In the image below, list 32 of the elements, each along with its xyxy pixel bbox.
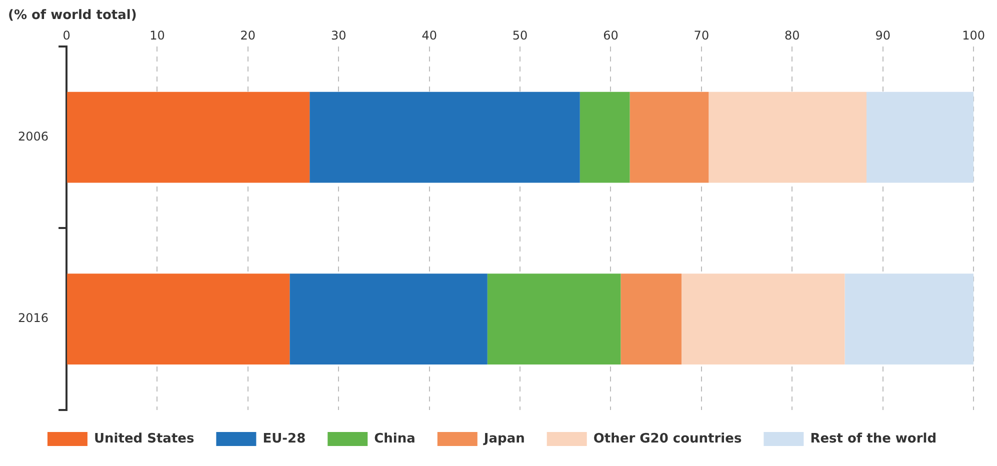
x-tick-label: 0 [62,28,70,42]
bar [487,274,621,365]
legend-label: Other G20 countries [593,431,742,446]
bar [630,92,709,183]
legend-label: United States [94,431,194,446]
bar [681,274,845,365]
y-tick-label: 2006 [18,129,49,144]
x-tick-label: 70 [694,28,710,42]
x-tick-label: 50 [512,28,528,42]
chart-subtitle: (% of world total) [8,8,138,25]
bar [290,274,488,365]
legend-label: Rest of the world [810,431,937,446]
bar [844,274,974,365]
x-tick-label: 10 [150,28,165,42]
bar [67,274,290,365]
x-tick-label: 90 [875,28,890,42]
x-tick-label: 20 [240,28,256,42]
legend-label: EU-28 [262,431,306,446]
bar [708,92,867,183]
x-tick-label: 30 [331,28,346,42]
x-tick-label: 100 [962,28,985,42]
legend-label: China [374,431,416,446]
y-tick-label: 2016 [18,311,49,326]
bar [620,274,682,365]
x-tick-label: 40 [422,28,437,42]
bar [580,92,630,183]
bar [866,92,974,183]
x-tick-label: 80 [784,28,800,42]
bar [310,92,580,183]
x-tick-label: 60 [603,28,618,42]
legend-label: Japan [482,431,525,446]
bar [67,92,310,183]
